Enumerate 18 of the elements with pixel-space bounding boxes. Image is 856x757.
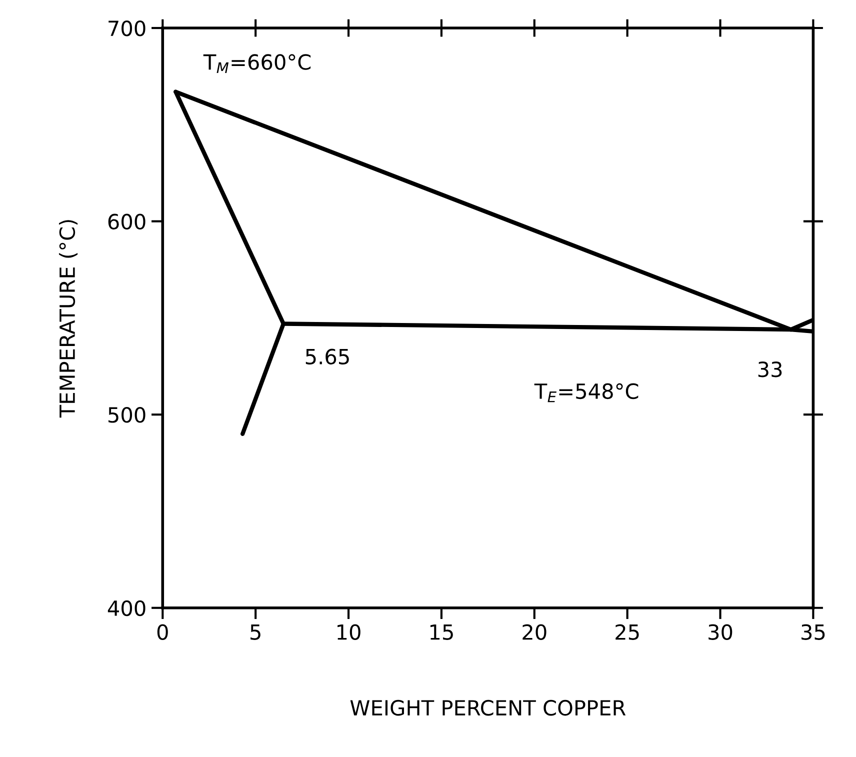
annotation: T$_{E}$=548°C xyxy=(534,383,638,402)
annotation: 33 xyxy=(758,361,782,378)
x-tick-label: 15 xyxy=(430,624,453,640)
x-tick-label: 0 xyxy=(157,624,168,640)
x-tick-label: 35 xyxy=(802,624,825,640)
x-tick-label: 5 xyxy=(250,624,260,640)
x-axis-title: WEIGHT PERCENT COPPER xyxy=(350,700,626,716)
x-tick-label: 30 xyxy=(708,624,732,640)
y-tick-label: 400 xyxy=(108,600,146,616)
x-tick-label: 10 xyxy=(338,624,360,640)
y-tick-label: 700 xyxy=(108,20,146,36)
y-tick-label: 600 xyxy=(108,214,146,230)
annotation: T$_{M}$=660°C xyxy=(203,54,311,74)
x-tick-label: 25 xyxy=(616,624,639,640)
x-tick-label: 20 xyxy=(522,624,546,640)
y-axis-title: TEMPERATURE (°C) xyxy=(58,220,78,418)
annotation: 5.65 xyxy=(306,348,349,365)
y-tick-label: 500 xyxy=(108,407,146,423)
